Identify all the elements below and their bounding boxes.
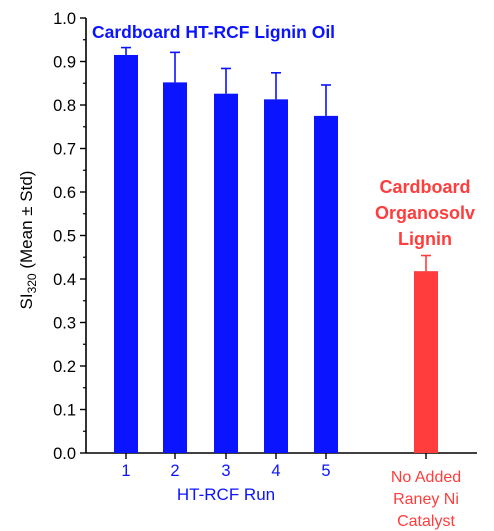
- y-tick-label: 0.8: [53, 97, 76, 115]
- x-axis-label: HT-RCF Run: [177, 485, 275, 504]
- y-tick-label: 1.0: [53, 10, 76, 28]
- bar: [414, 271, 438, 453]
- y-tick-label: 0.0: [53, 445, 76, 463]
- x-tick-label: 1: [121, 462, 130, 480]
- y-tick-label: 0.9: [53, 54, 76, 72]
- x-tick-label: Catalyst: [397, 513, 455, 530]
- y-tick-label: 0.6: [53, 184, 76, 202]
- x-tick-label: 3: [221, 462, 230, 480]
- legend-red: Organosolv: [375, 203, 475, 223]
- y-axis-label: SI320 (Mean ± Std): [17, 171, 39, 310]
- y-ticks: 0.0 0.1 0.2 0.3 0.4 0.5 0.6 0.7 0.8 0.9 1.0: [53, 10, 86, 463]
- bar: [264, 99, 288, 453]
- bars: 1 2 3 4 5 No Added Raney Ni Catalyst Cardboard Or…: [114, 46, 475, 530]
- x-tick-label: No Added: [391, 469, 461, 486]
- y-tick-label: 0.3: [53, 315, 76, 333]
- legend-red: Lignin: [398, 229, 452, 249]
- y-tick-label: 0.2: [53, 358, 76, 376]
- x-tick-label: 5: [321, 462, 330, 480]
- y-tick-label: 0.5: [53, 228, 76, 246]
- x-tick-label: Raney Ni: [393, 491, 459, 508]
- legend-blue: Cardboard HT-RCF Lignin Oil: [92, 22, 335, 42]
- bar: [163, 82, 187, 453]
- bar: [214, 93, 238, 453]
- x-tick-label: 4: [271, 462, 280, 480]
- y-tick-label: 0.4: [53, 271, 76, 289]
- y-tick-label: 0.7: [53, 141, 76, 159]
- bar: [114, 54, 138, 453]
- bar: [314, 115, 338, 453]
- y-tick-label: 0.1: [53, 402, 76, 420]
- labels: Cardboard HT-RCF Lignin Oil HT-RCF Run S…: [17, 22, 335, 504]
- x-tick-label: 2: [170, 462, 179, 480]
- legend-red: Cardboard: [379, 177, 470, 197]
